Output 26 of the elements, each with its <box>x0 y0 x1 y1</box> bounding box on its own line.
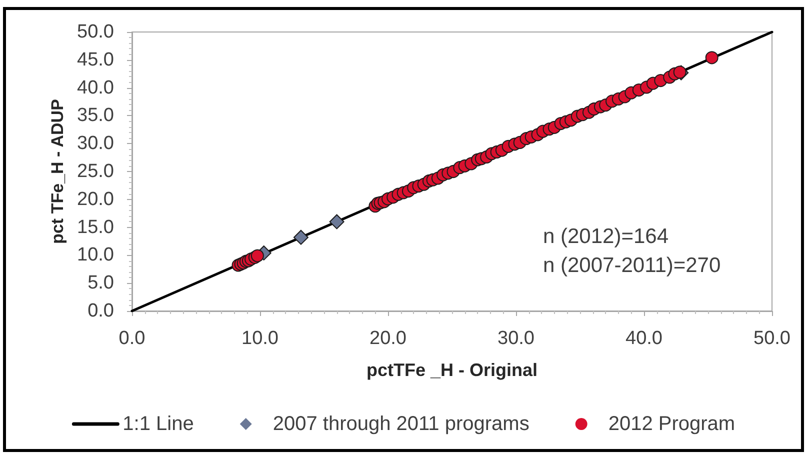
y-axis-title: pct TFe_H - ADUP <box>48 99 68 244</box>
y-tick-label: 35.0 <box>77 105 114 126</box>
x-tick-label: 50.0 <box>754 328 790 349</box>
y-tick-label: 15.0 <box>77 216 114 238</box>
point <box>329 214 344 230</box>
annotation: n (2007-2011)=270 <box>543 254 721 277</box>
x-tick-label: 10.0 <box>242 328 278 349</box>
y-tick-label: 20.0 <box>77 188 114 210</box>
y-tick-label: 45.0 <box>77 49 114 70</box>
y-tick-label: 25.0 <box>77 161 114 182</box>
y-tick-label: 0.0 <box>88 300 114 322</box>
legend-label: 2007 through 2011 programs <box>272 413 530 435</box>
y-tick-label: 5.0 <box>88 272 114 294</box>
x-tick-label: 20.0 <box>370 328 406 349</box>
y-tick-label: 50.0 <box>77 22 114 42</box>
x-tick-label: 0.0 <box>118 328 146 349</box>
point <box>293 230 308 245</box>
y-tick-label: 30.0 <box>77 133 114 154</box>
x-tick-label: 30.0 <box>498 328 534 349</box>
y-tick-label: 40.0 <box>77 77 114 98</box>
legend-label: 2012 Program <box>608 413 736 435</box>
legend-label: 1:1 Line <box>122 413 194 435</box>
y-tick-label: 10.0 <box>77 244 114 266</box>
x-axis-title: pctTFe _H - Original <box>366 360 538 380</box>
x-tick-label: 40.0 <box>626 328 662 349</box>
annotation: n (2012)=164 <box>543 225 669 248</box>
